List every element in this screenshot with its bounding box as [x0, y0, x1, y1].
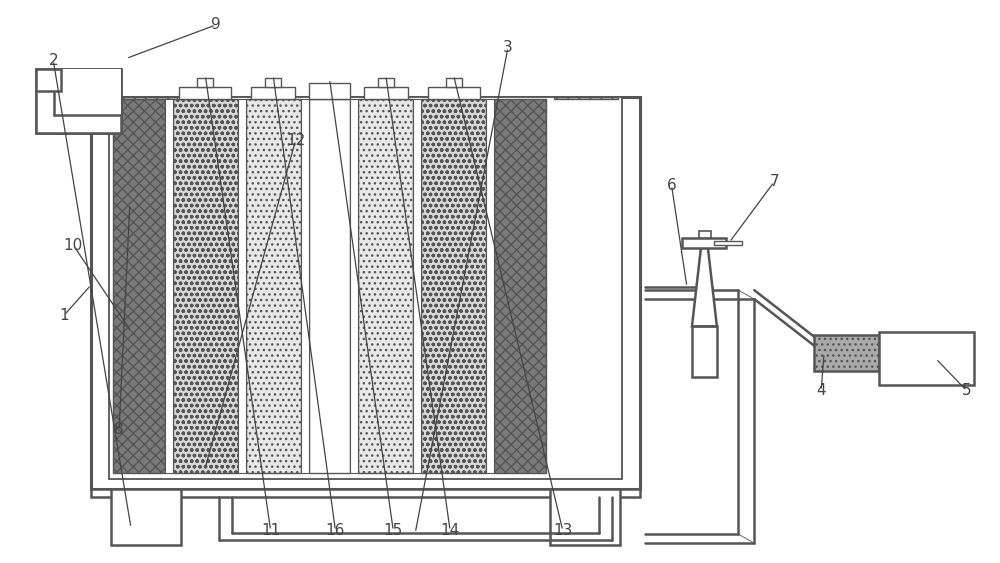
Bar — [692, 327, 717, 377]
Bar — [109, 97, 622, 479]
Polygon shape — [692, 248, 717, 327]
Bar — [421, 100, 486, 473]
Bar — [301, 100, 309, 473]
Bar — [494, 100, 546, 473]
Bar — [197, 78, 213, 87]
Text: 3: 3 — [503, 40, 513, 55]
Bar — [428, 87, 480, 100]
Text: 8: 8 — [114, 422, 124, 437]
Bar — [814, 335, 879, 371]
Bar — [682, 238, 726, 248]
Bar — [36, 69, 121, 133]
Bar — [165, 100, 173, 473]
Text: 16: 16 — [326, 523, 345, 538]
Bar — [879, 332, 974, 385]
Bar — [309, 100, 350, 473]
Text: 13: 13 — [553, 523, 573, 538]
Text: 1: 1 — [59, 307, 69, 323]
Bar — [36, 69, 61, 91]
Text: 15: 15 — [384, 523, 403, 538]
Bar — [251, 87, 295, 100]
Bar — [265, 78, 281, 87]
Text: 14: 14 — [441, 523, 460, 538]
Bar — [486, 100, 494, 473]
Bar — [699, 231, 711, 238]
Bar — [446, 78, 462, 87]
Bar — [173, 100, 238, 473]
Text: 7: 7 — [769, 175, 779, 189]
Text: 12: 12 — [286, 133, 305, 148]
Bar — [238, 100, 246, 473]
Bar — [309, 83, 350, 100]
Bar — [358, 100, 413, 473]
Bar — [413, 100, 421, 473]
Bar — [550, 489, 620, 545]
Bar — [714, 240, 742, 244]
Text: 6: 6 — [667, 178, 676, 193]
Bar — [364, 87, 408, 100]
Text: 9: 9 — [211, 17, 221, 33]
Text: 4: 4 — [816, 383, 826, 398]
Bar — [179, 87, 231, 100]
Bar — [54, 69, 121, 115]
Text: 5: 5 — [962, 383, 972, 398]
Bar — [350, 100, 358, 473]
Text: 11: 11 — [261, 523, 280, 538]
Text: 10: 10 — [64, 238, 83, 253]
Bar — [91, 97, 640, 489]
Bar — [554, 97, 618, 100]
Bar — [246, 100, 301, 473]
Bar — [91, 489, 640, 497]
Bar — [113, 100, 165, 473]
Bar — [113, 97, 177, 100]
Bar — [378, 78, 394, 87]
Text: 2: 2 — [48, 53, 58, 68]
Bar — [111, 489, 181, 545]
